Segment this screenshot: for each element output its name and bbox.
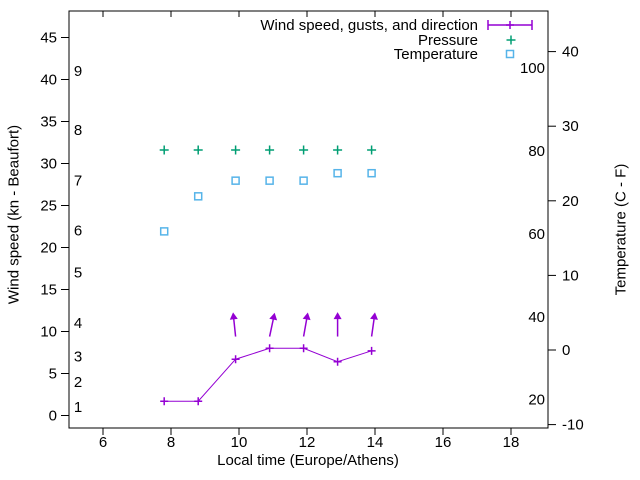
plus-marker: [231, 145, 241, 155]
square-marker: [159, 227, 169, 236]
plus-marker: [367, 145, 377, 155]
celsius-tick-label: 10: [562, 267, 579, 284]
x-tick-label: 6: [99, 434, 107, 451]
fahrenheit-scale-labels: 20 40 60 80 100: [520, 60, 545, 409]
arrow-head-icon: [333, 312, 342, 320]
celsius-tick-label: -10: [562, 417, 584, 434]
kn-tick-label: 0: [49, 408, 57, 425]
beaufort-label: 4: [74, 315, 82, 332]
square-marker: [193, 192, 203, 201]
x-tick-label: 18: [503, 434, 520, 451]
fahrenheit-label: 80: [528, 143, 545, 160]
x-axis-title: Local time (Europe/Athens): [217, 452, 399, 469]
fahrenheit-label: 20: [528, 392, 545, 409]
plus-marker: [265, 344, 274, 353]
plus-marker: [299, 145, 309, 155]
arrow-shaft: [268, 317, 275, 337]
square-marker: [367, 168, 376, 178]
x-tick-label: 10: [231, 434, 248, 451]
wind-speed-line: [164, 347, 372, 402]
pressure-series: [159, 145, 377, 155]
plus-marker: [506, 21, 514, 29]
beaufort-label: 8: [74, 122, 82, 139]
beaufort-scale-labels: 1 2 3 4 5 6 7 8 9: [74, 63, 82, 416]
celsius-tick-label: 0: [562, 342, 570, 359]
arrow-head-icon: [229, 312, 238, 320]
plot-border: [68, 10, 549, 429]
kn-tick-label: 30: [40, 156, 57, 173]
plus-marker: [506, 35, 516, 45]
legend-label-pressure: Pressure: [417, 32, 478, 49]
beaufort-label: 1: [74, 399, 82, 416]
x-axis-ticks: 6 8 10 12 14 16 18: [99, 11, 520, 451]
celsius-tick-labels: -10 0 10 20 30 40: [548, 44, 584, 434]
fahrenheit-label: 40: [528, 309, 545, 326]
fahrenheit-label: 60: [528, 226, 545, 243]
temperature-series: [159, 168, 376, 236]
wind-arrow: [302, 312, 311, 337]
kn-tick-label: 25: [40, 198, 57, 215]
arrow-shaft: [302, 317, 308, 337]
plus-marker: [299, 344, 308, 353]
wind-direction-arrows: [229, 312, 378, 337]
kn-tick-label: 10: [40, 324, 57, 341]
square-marker: [265, 176, 274, 185]
plus-marker: [333, 145, 343, 155]
celsius-tick-label: 40: [562, 44, 579, 61]
plus-marker: [367, 346, 376, 355]
kn-tick-label: 15: [40, 282, 57, 299]
kn-tick-labels: 0 5 10 15 20 25 30 35 40 45: [40, 30, 69, 425]
beaufort-label: 9: [74, 63, 82, 80]
x-tick-label: 12: [299, 434, 316, 451]
legend-marker-temperature: [505, 49, 515, 59]
kn-tick-label: 5: [49, 366, 57, 383]
legend-label-temperature: Temperature: [393, 46, 478, 63]
arrow-shaft: [370, 317, 376, 337]
plus-marker: [159, 145, 169, 155]
plus-marker: [265, 145, 275, 155]
beaufort-label: 7: [74, 172, 82, 189]
celsius-tick-label: 20: [562, 193, 579, 210]
wind-arrow: [268, 312, 278, 337]
y-right-axis-title: Temperature (C - F): [612, 163, 630, 296]
celsius-tick-label: 30: [562, 118, 579, 135]
square-marker: [231, 176, 240, 185]
kn-tick-label: 45: [40, 30, 57, 47]
arrow-head-icon: [269, 312, 278, 321]
kn-tick-label: 40: [40, 72, 57, 89]
beaufort-label: 2: [74, 374, 82, 391]
plus-marker: [160, 397, 169, 406]
arrow-head-icon: [302, 312, 311, 321]
y-left-axis-title: Wind speed (kn - Beaufort): [5, 124, 23, 305]
wind-arrow: [333, 312, 342, 337]
x-tick-label: 8: [167, 434, 175, 451]
square-marker: [333, 168, 342, 178]
arrow-shaft: [232, 317, 237, 337]
beaufort-label: 6: [74, 223, 82, 240]
kn-tick-label: 35: [40, 114, 57, 131]
x-tick-label: 16: [435, 434, 452, 451]
arrow-head-icon: [370, 312, 378, 320]
beaufort-label: 5: [74, 265, 82, 282]
x-tick-label: 14: [367, 434, 384, 451]
legend-markers: [487, 20, 533, 59]
legend-label-wind: Wind speed, gusts, and direction: [260, 17, 478, 34]
plus-marker: [194, 397, 203, 406]
plus-marker: [231, 355, 240, 364]
kn-tick-label: 20: [40, 240, 57, 257]
beaufort-label: 3: [74, 349, 82, 366]
fahrenheit-label: 100: [520, 60, 545, 77]
wind-speed-series: [160, 344, 376, 406]
plus-marker: [193, 145, 203, 155]
plus-marker: [333, 357, 342, 366]
square-marker: [299, 176, 308, 185]
wind-arrow: [370, 312, 378, 337]
wind-arrow: [229, 312, 238, 337]
